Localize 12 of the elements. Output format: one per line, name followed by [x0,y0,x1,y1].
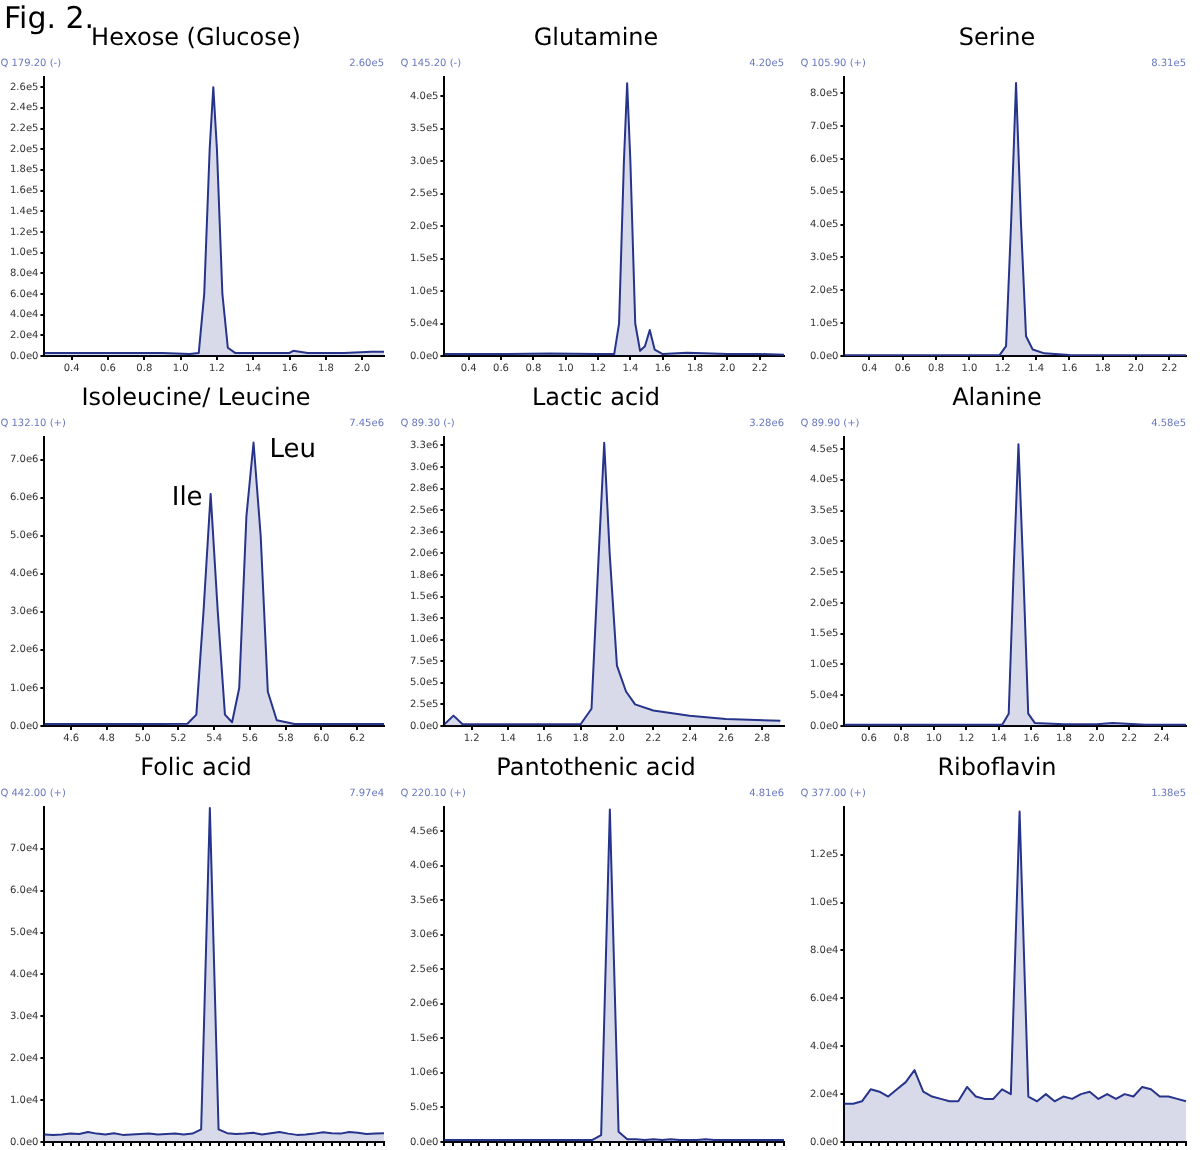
caption: Fig. 2. [4,0,95,36]
chart-title: Glutamine [533,22,659,51]
chart-title: Isoleucine/ Leucine [81,382,311,411]
chart-title: Serine [958,22,1036,51]
chart-title: Folic acid [140,752,252,781]
chart-title: Hexose (Glucose) [91,22,301,51]
chart-title: Alanine [952,382,1042,411]
chart-title: Pantothenic acid [496,752,696,781]
chart-title: Lactic acid [532,382,660,411]
annotation: Leu [269,435,317,466]
chart-title: Riboflavin [937,752,1057,781]
annotation: Ile [171,482,203,513]
